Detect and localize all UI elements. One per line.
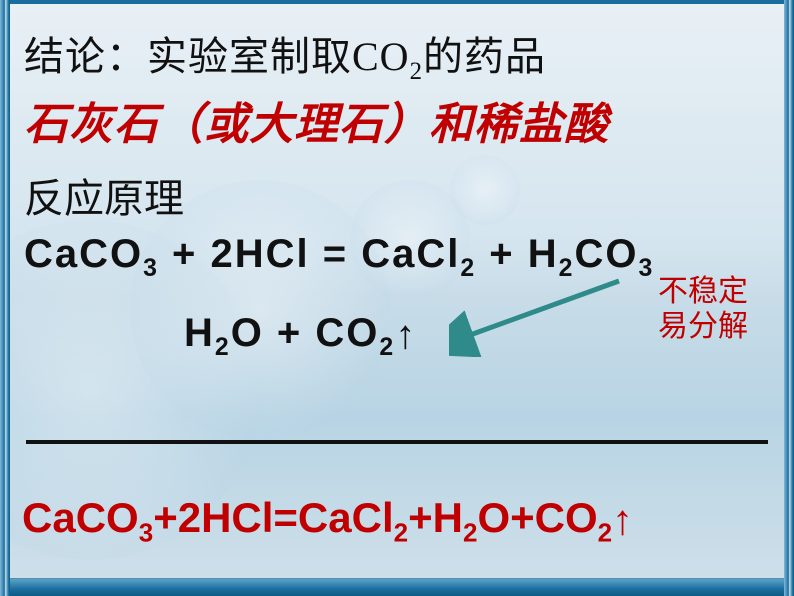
equation-step2: H2O + CO2↑ <box>184 311 417 356</box>
frame-right <box>784 0 794 596</box>
fin-s2: 2 <box>394 517 408 547</box>
decomposition-arrow-icon <box>449 267 629 357</box>
reagents-line: 石灰石（或大理石）和稀盐酸 <box>24 88 766 152</box>
fin-p2: +2HCl=CaCl <box>153 494 393 541</box>
fin-p1: CaCO <box>22 494 139 541</box>
eq2-s1: 2 <box>215 334 231 361</box>
final-equation: CaCO3+2HCl=CaCl2+H2O+CO2↑ <box>22 494 633 542</box>
eq1-s4: 3 <box>638 255 654 282</box>
fin-s1: 3 <box>139 517 153 547</box>
frame-bottom <box>0 578 794 596</box>
eq1-s1: 3 <box>143 255 159 282</box>
horizontal-divider <box>26 440 768 444</box>
fin-s4: 2 <box>598 517 612 547</box>
conclusion-text-b: 的药品 <box>423 34 546 79</box>
gas-arrow-icon: ↑ <box>612 496 633 544</box>
principle-heading: 反应原理 <box>24 166 766 224</box>
frame-top <box>0 0 794 4</box>
eq2-s2: 2 <box>379 334 395 361</box>
fin-s3: 2 <box>463 517 477 547</box>
fin-p4: O+CO <box>477 494 597 541</box>
equation-step2-row: 不稳定 易分解 H2O + CO2↑ <box>24 285 766 375</box>
eq1-p1: CaCO <box>24 232 143 276</box>
instability-note: 不稳定 易分解 <box>658 275 748 344</box>
note-line2: 易分解 <box>658 310 748 345</box>
eq2-p2: O + CO <box>231 311 380 355</box>
equation-step1: CaCO3 + 2HCl = CaCl2 + H2CO3 <box>24 232 766 277</box>
conclusion-text-a: 结论：实验室制取CO <box>24 34 410 79</box>
fin-p3: +H <box>408 494 463 541</box>
eq2-p1: H <box>184 311 215 355</box>
frame-left <box>0 0 10 596</box>
eq1-p2: + 2HCl = CaCl <box>159 232 460 276</box>
note-line1: 不稳定 <box>658 275 748 310</box>
conclusion-sub: 2 <box>410 58 423 85</box>
gas-arrow-icon: ↑ <box>395 313 417 358</box>
conclusion-heading: 结论：实验室制取CO2的药品 <box>24 24 766 82</box>
